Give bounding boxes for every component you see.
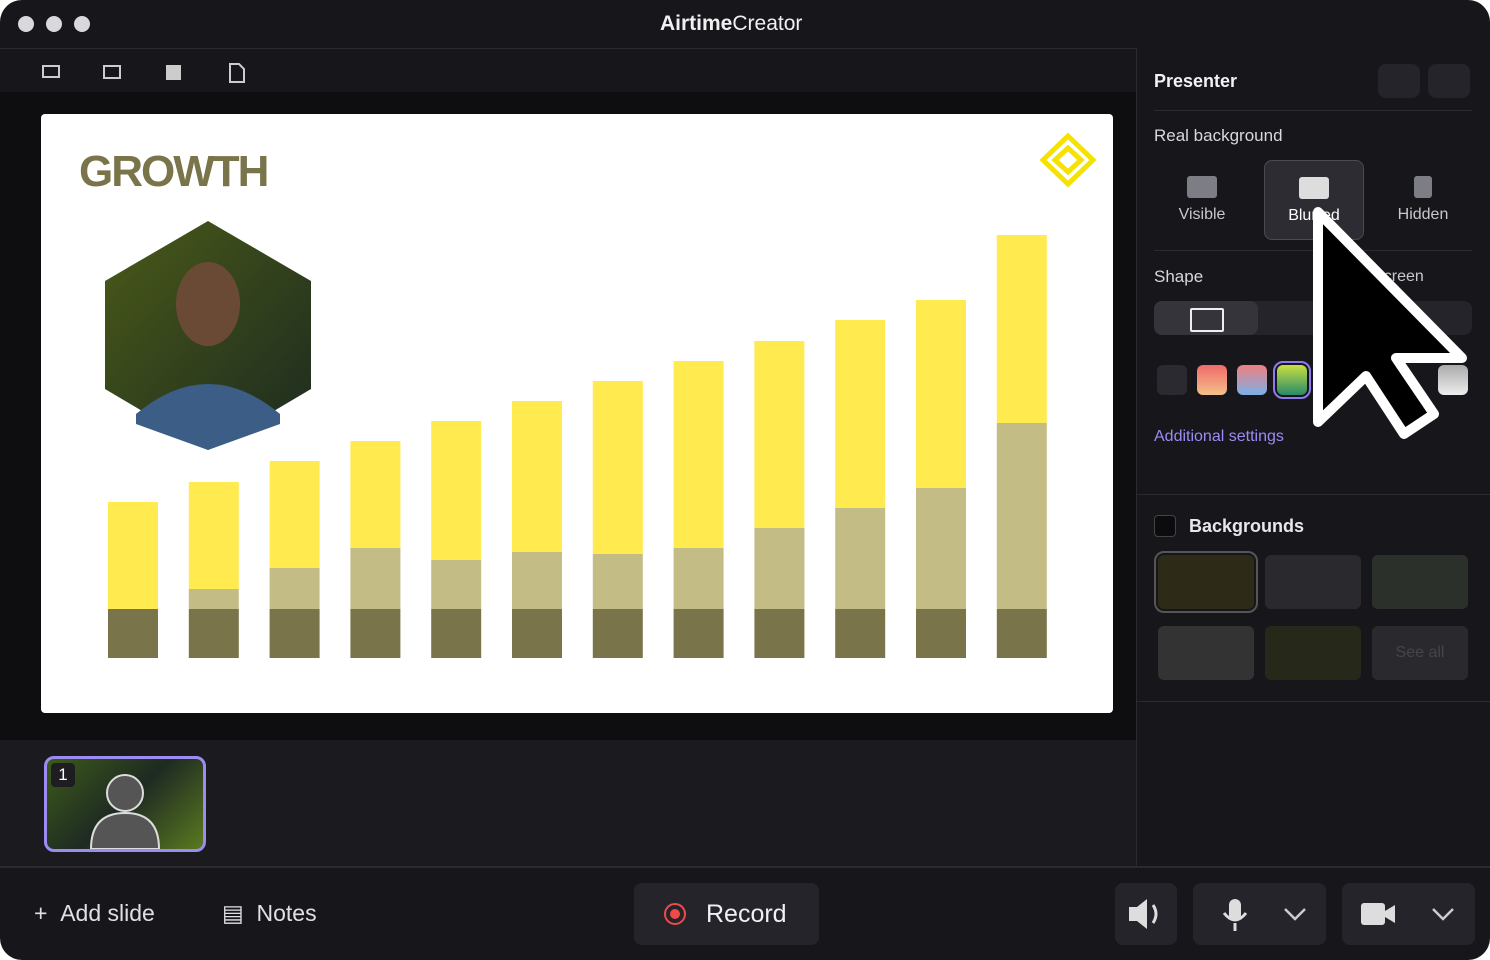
bar-segment: [754, 609, 805, 658]
checkbox[interactable]: [1154, 515, 1176, 537]
option-label: Visible: [1178, 206, 1226, 223]
bar-segment: [835, 508, 886, 609]
background-tile[interactable]: [1265, 626, 1361, 680]
button-label: Notes: [256, 900, 317, 926]
bar-segment: [188, 589, 239, 609]
slide-thumbnail[interactable]: 1: [44, 756, 206, 852]
bar-segment: [350, 548, 401, 609]
control-icons: [1129, 899, 1454, 931]
section-label: Backgrounds: [1189, 516, 1305, 536]
background-tile[interactable]: [1158, 626, 1254, 680]
button-label: Add slide: [60, 900, 155, 926]
bar-segment: [754, 528, 805, 609]
product: Creator: [732, 12, 803, 35]
color-swatch[interactable]: [1273, 361, 1311, 399]
brand: Airtime: [660, 12, 733, 35]
media-icon[interactable]: [103, 65, 121, 79]
bar-segment: [592, 609, 643, 658]
screen-icon[interactable]: [42, 65, 60, 78]
bar-segment: [188, 482, 239, 589]
option-label: Hidden: [1397, 206, 1449, 223]
thumbnail-number: 1: [51, 763, 75, 787]
bg-option[interactable]: Visible: [1153, 160, 1251, 238]
bar-segment: [512, 609, 562, 658]
panel-title: Presenter: [1154, 71, 1238, 91]
slide-canvas: GROWTH: [79, 132, 1097, 658]
bar-segment: [916, 300, 966, 488]
bar-segment: [996, 235, 1047, 423]
layer-button[interactable]: [1428, 64, 1470, 98]
bar-segment: [269, 609, 320, 658]
section-label: Real background: [1154, 126, 1283, 145]
additional-settings[interactable]: Additional settings: [1154, 428, 1284, 445]
add-slide-button[interactable]: + Add slide: [34, 900, 155, 926]
background-tile[interactable]: [1265, 555, 1361, 609]
bar-segment: [512, 552, 562, 609]
bar-segment: [835, 609, 886, 658]
background-tile[interactable]: [1372, 555, 1468, 609]
bar-segment: [350, 609, 401, 658]
bar-segment: [673, 548, 724, 609]
layer-button[interactable]: [1378, 64, 1420, 98]
color-picker[interactable]: [1438, 365, 1468, 395]
bar-segment: [269, 568, 320, 609]
bar-segment: [431, 560, 482, 609]
text-icon[interactable]: [166, 65, 181, 80]
bar-segment: [350, 441, 401, 548]
app-title: AirtimeCreator: [660, 12, 802, 36]
bg-option[interactable]: Hidden: [1374, 160, 1472, 238]
color-swatch[interactable]: [1197, 365, 1227, 395]
see-all[interactable]: See all: [1372, 626, 1468, 680]
bar-segment: [431, 609, 482, 658]
button-label: Record: [706, 900, 787, 928]
slide-title: GROWTH: [79, 147, 267, 196]
close-button[interactable]: [18, 16, 34, 32]
bar-segment: [673, 361, 724, 548]
bar-segment: [269, 461, 320, 568]
bar-segment: [108, 609, 158, 658]
color-swatch[interactable]: [1237, 365, 1267, 395]
notes-button[interactable]: ▤ Notes: [222, 900, 317, 926]
toolbar-icons: [42, 63, 245, 83]
bar-segment: [916, 609, 966, 658]
slide: GROWTH: [41, 114, 1113, 713]
bar-segment: [996, 609, 1047, 658]
mouse-cursor: [1313, 207, 1467, 439]
page-icon[interactable]: [229, 63, 245, 83]
bar-segment: [512, 401, 562, 552]
bar-segment: [188, 609, 239, 658]
color-none[interactable]: [1157, 365, 1187, 395]
bar-segment: [592, 381, 643, 554]
bar-segment: [431, 421, 482, 560]
bar-segment: [835, 320, 886, 508]
background-tile[interactable]: [1154, 551, 1258, 613]
mic-button[interactable]: [1193, 883, 1326, 945]
bar-segment: [673, 609, 724, 658]
bar-segment: [754, 341, 805, 528]
record-button[interactable]: Record: [634, 883, 819, 945]
zoom-button[interactable]: [74, 16, 90, 32]
section-label: Shape: [1154, 267, 1204, 286]
bar-segment: [108, 502, 158, 609]
bar-segment: [916, 488, 966, 609]
bar-segment: [996, 423, 1047, 609]
minimize-button[interactable]: [46, 16, 62, 32]
bar-segment: [592, 554, 643, 609]
